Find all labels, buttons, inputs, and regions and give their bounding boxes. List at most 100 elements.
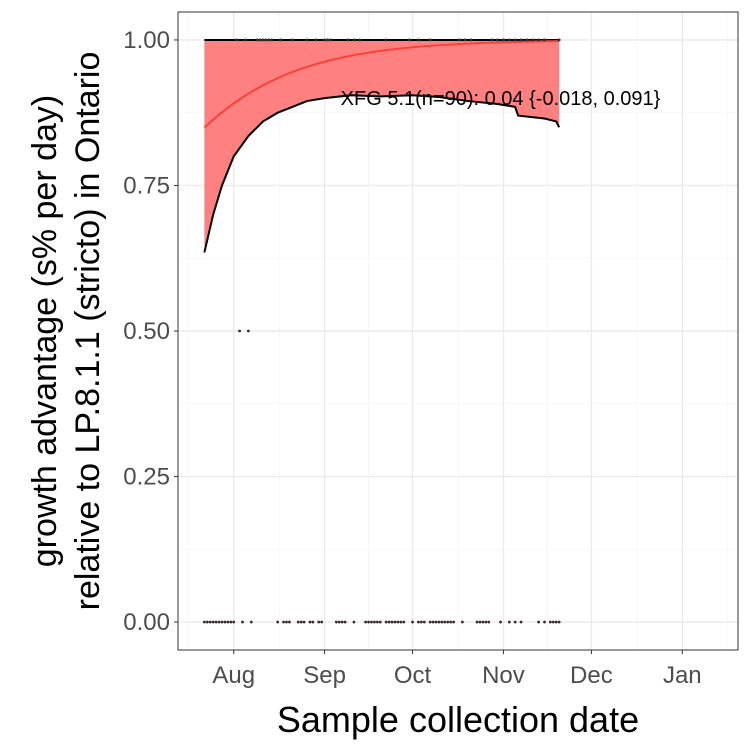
- y-axis-title-line-1: growth advantage (s% per day): [26, 95, 64, 567]
- data-point: [258, 38, 262, 42]
- data-point: [367, 620, 370, 624]
- data-point: [481, 620, 485, 624]
- data-point: [387, 620, 391, 624]
- data-point: [548, 620, 552, 624]
- fitted-curve: [203, 40, 560, 129]
- data-point: [551, 620, 555, 624]
- data-point: [469, 38, 473, 42]
- data-point: [282, 620, 285, 624]
- data-point: [499, 620, 502, 624]
- data-point: [460, 620, 464, 624]
- data-point: [417, 38, 420, 42]
- data-point: [378, 620, 382, 624]
- data-point: [428, 620, 432, 624]
- data-point: [507, 38, 511, 42]
- axes: 0.00 0.25 0.50 0.75 1.00 Aug Sep Oct Nov Dec Jan: [123, 27, 701, 689]
- data-point: [290, 38, 294, 42]
- data-point: [384, 620, 388, 624]
- data-point: [440, 620, 444, 624]
- data-point: [557, 620, 561, 624]
- data-point: [226, 620, 230, 624]
- data-point: [340, 620, 344, 624]
- data-point: [211, 620, 215, 624]
- data-point: [346, 38, 350, 42]
- data-point: [393, 620, 397, 624]
- data-point: [311, 620, 315, 624]
- data-point: [358, 38, 362, 42]
- data-point: [419, 620, 423, 624]
- data-point: [238, 329, 241, 333]
- data-point: [396, 620, 400, 624]
- data-point: [255, 38, 259, 42]
- x-tick-label: Sep: [303, 662, 346, 689]
- x-tick-label: Oct: [394, 662, 432, 689]
- data-point: [270, 38, 274, 42]
- data-point: [205, 620, 209, 624]
- data-point: [202, 620, 206, 624]
- y-axis-title-line-2: relative to LP.8.1.1 (stricto) in Ontari…: [69, 52, 107, 611]
- data-point: [478, 620, 482, 624]
- data-point: [543, 38, 546, 42]
- data-point: [502, 38, 505, 42]
- data-point: [557, 38, 561, 42]
- x-axis-title: Sample collection date: [277, 699, 639, 740]
- data-point: [343, 620, 347, 624]
- data-point: [317, 620, 321, 624]
- data-point: [496, 38, 499, 42]
- data-point: [323, 38, 326, 42]
- data-point: [475, 620, 479, 624]
- data-point: [431, 620, 435, 624]
- data-point: [276, 620, 280, 624]
- data-point: [244, 38, 247, 42]
- data-point: [214, 620, 218, 624]
- data-point: [320, 620, 324, 624]
- data-point: [411, 620, 414, 624]
- data-point: [428, 38, 432, 42]
- data-point: [390, 620, 394, 624]
- data-point: [302, 620, 306, 624]
- data-point: [487, 620, 491, 624]
- data-point: [229, 620, 233, 624]
- data-point: [443, 620, 447, 624]
- data-point: [375, 620, 379, 624]
- data-point: [334, 620, 338, 624]
- data-point: [305, 38, 309, 42]
- data-point: [261, 38, 265, 42]
- data-point: [299, 620, 303, 624]
- data-point: [223, 620, 227, 624]
- data-point: [437, 620, 441, 624]
- data-point: [352, 620, 356, 624]
- data-point: [217, 620, 221, 624]
- x-tick-label: Nov: [482, 662, 525, 689]
- data-point: [370, 620, 373, 624]
- data-marks: XFG 5.1(n=90): 0.04 {-0.018, 0.091}: [202, 38, 661, 624]
- data-point: [490, 38, 494, 42]
- data-point: [399, 620, 403, 624]
- data-point: [513, 38, 517, 42]
- data-point: [452, 620, 456, 624]
- data-point: [249, 620, 253, 624]
- data-point: [554, 620, 558, 624]
- x-tick-label: Aug: [212, 662, 255, 689]
- data-point: [507, 620, 511, 624]
- data-point: [402, 620, 406, 624]
- annotation-label: XFG 5.1(n=90): 0.04 {-0.018, 0.091}: [341, 88, 661, 110]
- data-point: [408, 38, 412, 42]
- data-point: [484, 620, 488, 624]
- data-point: [463, 38, 467, 42]
- data-point: [364, 620, 368, 624]
- data-point: [525, 38, 529, 42]
- lower-bound-line: [203, 94, 561, 253]
- data-point: [267, 38, 271, 42]
- data-point: [208, 620, 212, 624]
- data-point: [373, 620, 376, 624]
- data-point: [449, 620, 453, 624]
- data-point: [279, 38, 283, 42]
- data-point: [241, 620, 244, 624]
- data-point: [543, 620, 546, 624]
- data-point: [519, 620, 523, 624]
- data-point: [352, 38, 356, 42]
- data-point: [337, 620, 341, 624]
- data-point: [285, 620, 288, 624]
